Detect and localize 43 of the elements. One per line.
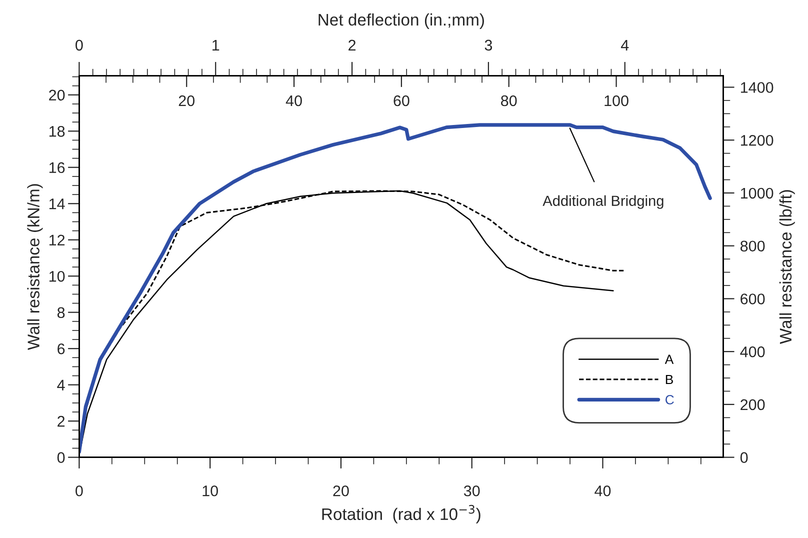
y-tick-label: 14 — [49, 198, 65, 210]
y-tick-label: 18 — [49, 126, 65, 137]
line-series — [79, 123, 712, 454]
text: B — [666, 374, 673, 384]
y-tick-label: 12 — [49, 234, 65, 246]
y2-tick-label: 800 — [740, 240, 765, 252]
x2-axis-title: Net deflection (in.;mm) — [318, 13, 484, 29]
y-tick-label: 8 — [57, 307, 65, 318]
y2-tick-label: 400 — [740, 346, 765, 358]
annotation: Additional Bridging — [542, 195, 664, 209]
text: 3 — [484, 40, 492, 51]
x2-tick-label: 100 — [604, 95, 628, 106]
y-tick-label: 0 — [57, 452, 65, 463]
x-tick-label: 20 — [333, 485, 349, 496]
x2-tick-label: 40 — [286, 95, 302, 106]
y2-tick-label: 0 — [740, 452, 748, 463]
text: 1 — [212, 40, 220, 50]
x-axis-title: Rotation (rad x 10$^{−3}$) — [322, 504, 480, 524]
x-tick-label: 40 — [594, 485, 611, 496]
text: 4 — [620, 40, 629, 50]
text: A — [664, 354, 674, 364]
text: 2 — [348, 40, 356, 50]
y2-axis-title: Wall resistance (lb/ft) — [779, 190, 795, 344]
y-tick-label: 10 — [49, 270, 65, 282]
y-tick-label: 2 — [58, 416, 65, 427]
x-tick-label: 10 — [202, 485, 218, 496]
y-tick-label: 6 — [58, 343, 65, 354]
x2-tick-label: 80 — [501, 95, 517, 106]
y-tick-label: 20 — [49, 90, 65, 101]
y2-tick-label: 1200 — [740, 134, 774, 146]
x-tick-label: 0 — [76, 485, 83, 496]
x-tick-label: 30 — [464, 485, 480, 496]
y-axis-title: Wall resistance (kN/m) — [27, 184, 43, 350]
y2-tick-label: 200 — [740, 399, 765, 410]
y2-tick-label: 600 — [740, 294, 765, 304]
y2-tick-label: 1400 — [740, 82, 774, 93]
y-tick-label: 16 — [49, 162, 65, 174]
y-tick-label: 4 — [57, 380, 65, 390]
text: C — [666, 395, 674, 404]
x2-tick-label: 60 — [394, 95, 410, 106]
text: 0 — [76, 40, 83, 51]
x2-tick-label: 20 — [178, 95, 195, 106]
y2-tick-label: 1000 — [740, 188, 774, 199]
